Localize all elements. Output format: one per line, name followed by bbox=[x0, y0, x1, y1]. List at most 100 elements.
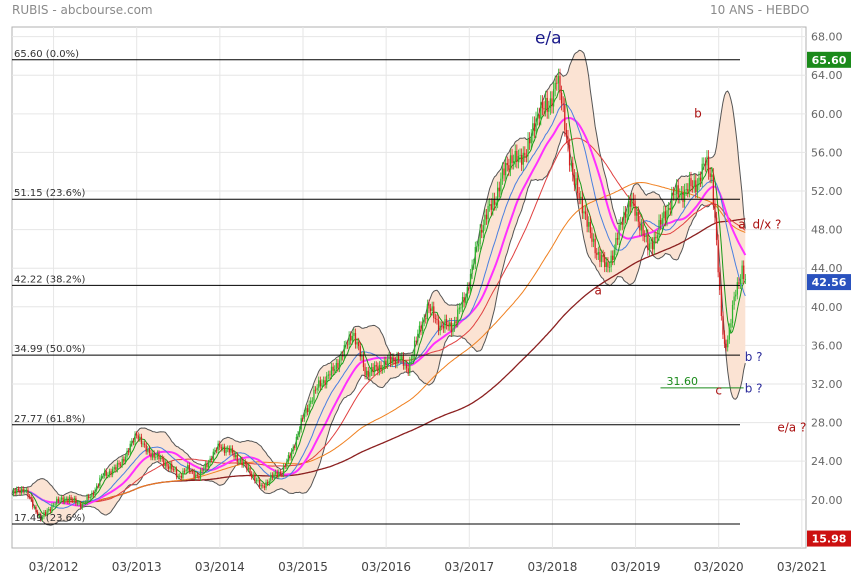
candle-body bbox=[113, 467, 115, 470]
wave-annotation: b ? bbox=[745, 350, 763, 364]
candle-body bbox=[401, 356, 403, 360]
wave-annotation: a bbox=[594, 283, 601, 297]
candle-body bbox=[215, 450, 218, 452]
candle-body bbox=[409, 360, 411, 373]
candle-body bbox=[731, 305, 734, 324]
candle-body bbox=[72, 499, 74, 501]
candle-body bbox=[108, 471, 111, 475]
candle-body bbox=[607, 262, 609, 268]
candle-body bbox=[290, 451, 293, 458]
candle-body bbox=[231, 448, 234, 453]
candle-body bbox=[126, 450, 128, 457]
candle-body bbox=[634, 200, 636, 216]
ma7-line bbox=[13, 89, 746, 516]
candle-body bbox=[150, 452, 152, 458]
support-label: 31.60 bbox=[667, 375, 699, 388]
candle-body bbox=[68, 497, 71, 502]
y-tick-label: 28.00 bbox=[811, 417, 843, 430]
candle-body bbox=[163, 459, 165, 466]
fib-level-label: 65.60 (0.0%) bbox=[14, 49, 79, 60]
candle-body bbox=[546, 97, 548, 112]
candle-body bbox=[279, 472, 282, 474]
candle-body bbox=[338, 360, 341, 369]
candle-body bbox=[592, 238, 595, 242]
candle-body bbox=[591, 232, 593, 242]
max-price-badge: 65.60 bbox=[812, 54, 847, 67]
candle-body bbox=[433, 306, 435, 319]
candle-body bbox=[442, 325, 444, 329]
candle-body bbox=[650, 242, 652, 244]
candle-body bbox=[356, 342, 358, 345]
y-tick-label: 64.00 bbox=[811, 69, 843, 82]
candle-body bbox=[54, 504, 56, 506]
legend-mm100-label: MM (100) bbox=[274, 33, 327, 46]
candle-body bbox=[476, 246, 478, 248]
candle-body bbox=[521, 154, 523, 165]
candle-body bbox=[429, 308, 432, 311]
candle-body bbox=[407, 368, 409, 373]
candle-body bbox=[65, 498, 67, 500]
ma20-line bbox=[14, 103, 746, 509]
candle-body bbox=[206, 463, 208, 468]
candle-body bbox=[540, 102, 542, 119]
candle-body bbox=[439, 325, 441, 331]
candle-body bbox=[193, 471, 195, 478]
wave-annotation: e/a ? bbox=[777, 420, 806, 434]
candle-body bbox=[383, 360, 385, 369]
last-price-badge: 42.56 bbox=[812, 276, 847, 289]
candle-body bbox=[628, 201, 630, 214]
candle-body bbox=[289, 455, 291, 458]
candle-body bbox=[222, 446, 224, 449]
candle-body bbox=[621, 222, 623, 225]
candle-body bbox=[145, 444, 147, 452]
candle-body bbox=[623, 211, 625, 225]
candle-body bbox=[656, 235, 659, 239]
candle-body bbox=[735, 294, 737, 297]
candle-body bbox=[295, 436, 298, 448]
candle-body bbox=[663, 211, 665, 219]
candle-body bbox=[503, 168, 505, 176]
candle-body bbox=[707, 156, 710, 174]
candle-body bbox=[639, 221, 641, 231]
candle-body bbox=[463, 296, 465, 303]
x-tick-label: 03/2014 bbox=[195, 560, 245, 574]
candle-body bbox=[604, 257, 606, 268]
candle-body bbox=[511, 155, 513, 164]
candle-body bbox=[690, 178, 692, 187]
candle-body bbox=[102, 475, 104, 477]
candle-body bbox=[618, 224, 620, 240]
candle-body bbox=[564, 104, 566, 130]
y-tick-label: 40.00 bbox=[811, 301, 843, 314]
candle-body bbox=[543, 108, 545, 110]
candle-body bbox=[334, 369, 336, 371]
candle-body bbox=[482, 225, 484, 233]
candle-body bbox=[175, 469, 178, 477]
candle-body bbox=[385, 360, 387, 366]
candle-body bbox=[671, 192, 673, 210]
candle-body bbox=[581, 196, 583, 214]
candle-body bbox=[436, 318, 438, 321]
candle-body bbox=[524, 152, 526, 156]
candle-body bbox=[343, 345, 345, 357]
candle-body bbox=[410, 358, 413, 361]
candle-body bbox=[60, 497, 63, 500]
candle-body bbox=[481, 229, 483, 233]
min-price-badge-bg bbox=[807, 530, 851, 547]
candle-body bbox=[239, 459, 242, 462]
candle-body bbox=[326, 375, 328, 385]
candle-body bbox=[375, 365, 377, 367]
candle-body bbox=[487, 205, 489, 220]
candle-body bbox=[203, 468, 205, 471]
chart-period: 10 ANS - HEBDO bbox=[710, 3, 810, 17]
candle-body bbox=[311, 400, 313, 402]
candle-body bbox=[225, 449, 227, 453]
candle-body bbox=[616, 238, 619, 240]
candle-body bbox=[292, 447, 294, 452]
ma200-line bbox=[43, 218, 746, 504]
candle-body bbox=[573, 175, 576, 185]
candle-body bbox=[362, 355, 365, 368]
candle-body bbox=[498, 187, 500, 192]
candle-body bbox=[565, 129, 568, 137]
candle-body bbox=[578, 192, 580, 199]
